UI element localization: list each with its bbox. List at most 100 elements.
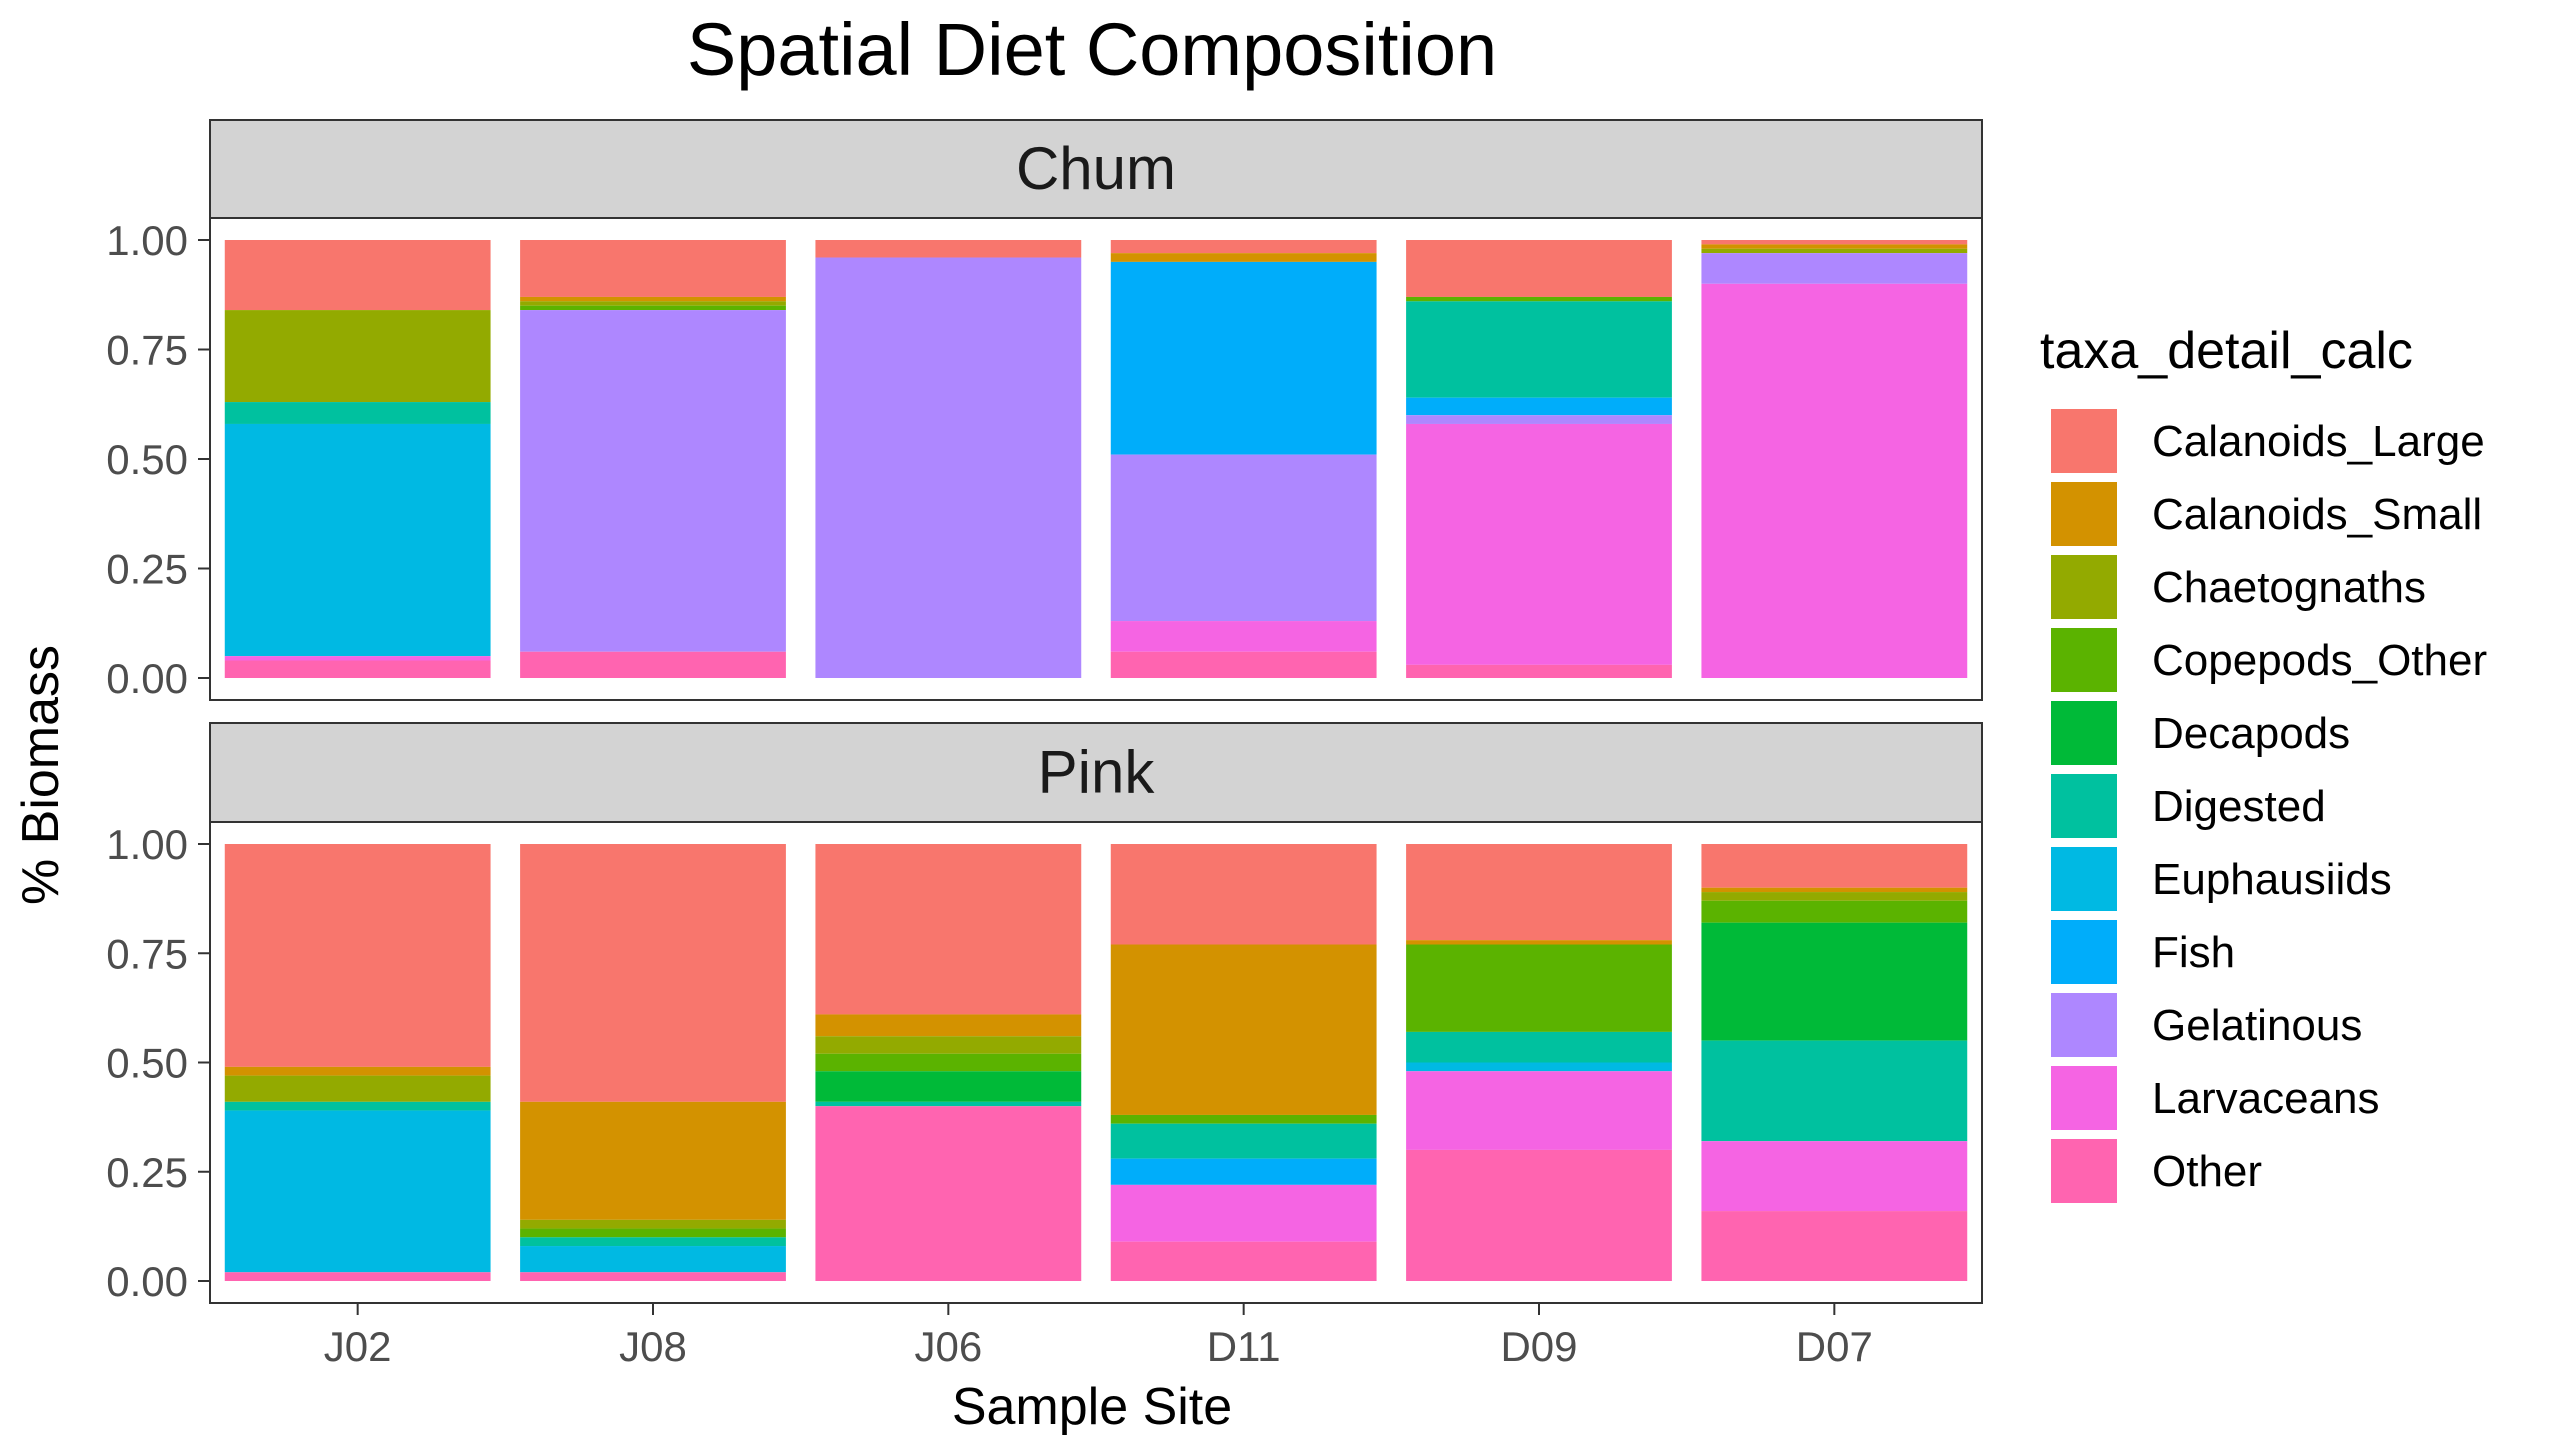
bar-segment-d11-calanoids-small bbox=[1110, 944, 1377, 1115]
bar-segment-j06-copepods-other bbox=[815, 1053, 1082, 1072]
bar-segment-d09-euphausiids bbox=[1406, 1062, 1672, 1072]
bar-segment-j02-other bbox=[224, 660, 491, 678]
bar-segment-d11-copepods-other bbox=[1110, 1114, 1377, 1124]
x-tick-label: D07 bbox=[1796, 1323, 1873, 1370]
x-tick-label: J02 bbox=[324, 1323, 392, 1370]
bar-segment-j02-chaetognaths bbox=[224, 1075, 491, 1102]
x-tick-label: J08 bbox=[619, 1323, 687, 1370]
bar-segment-j02-euphausiids bbox=[224, 423, 491, 657]
legend-label: Other bbox=[2152, 1147, 2262, 1196]
legend-key-chaetognaths bbox=[2049, 553, 2119, 621]
bar-segment-d09-larvaceans bbox=[1406, 1071, 1672, 1150]
bar-segment-j06-digested bbox=[815, 1101, 1082, 1107]
x-tick-label: J06 bbox=[914, 1323, 982, 1370]
bar-segment-j08-calanoids-large bbox=[520, 240, 786, 297]
facet-strip bbox=[209, 722, 1983, 823]
bar-segment-d09-larvaceans bbox=[1406, 423, 1672, 665]
bar-segment-j06-gelatinous bbox=[815, 257, 1082, 678]
bar-segment-j08-euphausiids bbox=[520, 1246, 786, 1273]
bar-segment-j08-chaetognaths bbox=[520, 301, 786, 306]
y-tick-label: 1.00 bbox=[106, 821, 188, 868]
bar-segment-d09-calanoids-small bbox=[1406, 940, 1672, 945]
bar-segment-d07-calanoids-small bbox=[1701, 887, 1968, 893]
x-tick-label: D09 bbox=[1500, 1323, 1577, 1370]
bar-segment-d11-digested bbox=[1110, 1123, 1377, 1159]
legend: taxa_detail_calc Calanoids_Large Calanoid… bbox=[2040, 322, 2487, 1205]
bar-segment-d07-chaetognaths bbox=[1701, 248, 1968, 254]
bar-segment-j08-calanoids-small bbox=[520, 1101, 786, 1220]
x-axis-label: Sample Site bbox=[952, 1378, 1232, 1436]
plot-panel bbox=[209, 217, 1983, 701]
legend-label: Digested bbox=[2152, 782, 2326, 831]
chart-title: Spatial Diet Composition bbox=[687, 8, 1497, 91]
legend-key-other bbox=[2049, 1137, 2119, 1205]
bar-segment-d07-other bbox=[1701, 1211, 1968, 1281]
legend-key-digested bbox=[2049, 772, 2119, 840]
bar-segment-j02-digested bbox=[224, 402, 491, 424]
bar-segment-d07-digested bbox=[1701, 1040, 1968, 1142]
bar-segment-d11-gelatinous bbox=[1110, 454, 1377, 622]
bar-segment-j08-calanoids-large bbox=[520, 844, 786, 1102]
bar-segment-d07-larvaceans bbox=[1701, 1141, 1968, 1212]
bar-segment-j08-other bbox=[520, 1272, 786, 1281]
legend-label: Decapods bbox=[2152, 709, 2350, 758]
bar-segment-j02-calanoids-small bbox=[224, 1066, 491, 1076]
y-tick-label: 0.50 bbox=[106, 436, 188, 483]
bar-segment-d07-chaetognaths bbox=[1701, 892, 1968, 901]
bar-segment-j02-calanoids-large bbox=[224, 844, 491, 1067]
bar-segment-d07-calanoids-large bbox=[1701, 844, 1968, 888]
bar-segment-d07-larvaceans bbox=[1701, 283, 1968, 678]
legend-label: Calanoids_Small bbox=[2152, 490, 2482, 539]
bar-segment-d11-calanoids-small bbox=[1110, 253, 1377, 262]
bar-segment-d11-calanoids-large bbox=[1110, 844, 1377, 945]
bar-segment-j06-calanoids-large bbox=[815, 240, 1082, 258]
facet-panels: Chum 0.00 0.25 0.50 0.75 1.00 Pink 0.00 0.25 0.50… bbox=[106, 119, 1983, 1370]
legend-label: Calanoids_Large bbox=[2152, 417, 2485, 466]
y-axis-label: % Biomass bbox=[12, 645, 70, 905]
bar-segment-d09-copepods-other bbox=[1406, 944, 1672, 1032]
bar-segment-d11-other bbox=[1110, 651, 1377, 678]
bar-segment-j08-gelatinous bbox=[520, 310, 786, 652]
bar-segment-d11-fish bbox=[1110, 261, 1377, 455]
bar-segment-j02-other bbox=[224, 1272, 491, 1281]
bar-segment-j08-other bbox=[520, 651, 786, 678]
facet-strip-label: Pink bbox=[1038, 739, 1156, 806]
bar-segment-d09-calanoids-large bbox=[1406, 240, 1672, 297]
legend-key-decapods bbox=[2049, 699, 2119, 767]
bar-segment-d07-gelatinous bbox=[1701, 253, 1968, 284]
bar-segment-d07-copepods-other bbox=[1701, 900, 1968, 923]
legend-key-gelatinous bbox=[2049, 991, 2119, 1059]
y-tick-label: 0.25 bbox=[106, 546, 188, 593]
facet-strip bbox=[209, 119, 1983, 219]
bar-segment-j06-decapods bbox=[815, 1071, 1082, 1102]
bar-segment-j02-chaetognaths bbox=[224, 310, 491, 403]
bar-segment-d09-digested bbox=[1406, 301, 1672, 398]
bar-segment-d11-larvaceans bbox=[1110, 1184, 1377, 1242]
bar-segment-d09-calanoids-large bbox=[1406, 844, 1672, 941]
bar-segment-j02-digested bbox=[224, 1101, 491, 1111]
bar-segment-j08-calanoids-small bbox=[520, 296, 786, 302]
bar-segment-d11-calanoids-large bbox=[1110, 240, 1377, 254]
legend-label: Gelatinous bbox=[2152, 1001, 2362, 1050]
bar-segment-j08-digested bbox=[520, 1237, 786, 1247]
bar-segment-j08-copepods-other bbox=[520, 305, 786, 311]
bar-segment-j06-other bbox=[815, 1106, 1082, 1281]
bar-segment-d09-other bbox=[1406, 664, 1672, 678]
y-tick-label: 0.50 bbox=[106, 1040, 188, 1087]
bar-segment-j02-larvaceans bbox=[224, 656, 491, 661]
bar-segment-d07-decapods bbox=[1701, 922, 1968, 1041]
panel-pink: Pink 0.00 0.25 0.50 0.75 1.00 J02 J08 J06 D11 D09 D… bbox=[106, 722, 1983, 1370]
facet-strip-label: Chum bbox=[1016, 135, 1176, 202]
x-tick-label: D11 bbox=[1207, 1323, 1281, 1370]
legend-label: Copepods_Other bbox=[2152, 636, 2487, 685]
panel-chum: Chum 0.00 0.25 0.50 0.75 1.00 bbox=[106, 119, 1983, 702]
y-tick-label: 0.00 bbox=[106, 1258, 188, 1305]
y-tick-label: 0.00 bbox=[106, 655, 188, 702]
legend-key-euphausiids bbox=[2049, 845, 2119, 913]
bar-segment-d09-gelatinous bbox=[1406, 415, 1672, 424]
bar-segment-d09-digested bbox=[1406, 1031, 1672, 1063]
legend-key-copepods-other bbox=[2049, 626, 2119, 694]
legend-title: taxa_detail_calc bbox=[2040, 322, 2413, 380]
bar-segment-d11-other bbox=[1110, 1241, 1377, 1281]
